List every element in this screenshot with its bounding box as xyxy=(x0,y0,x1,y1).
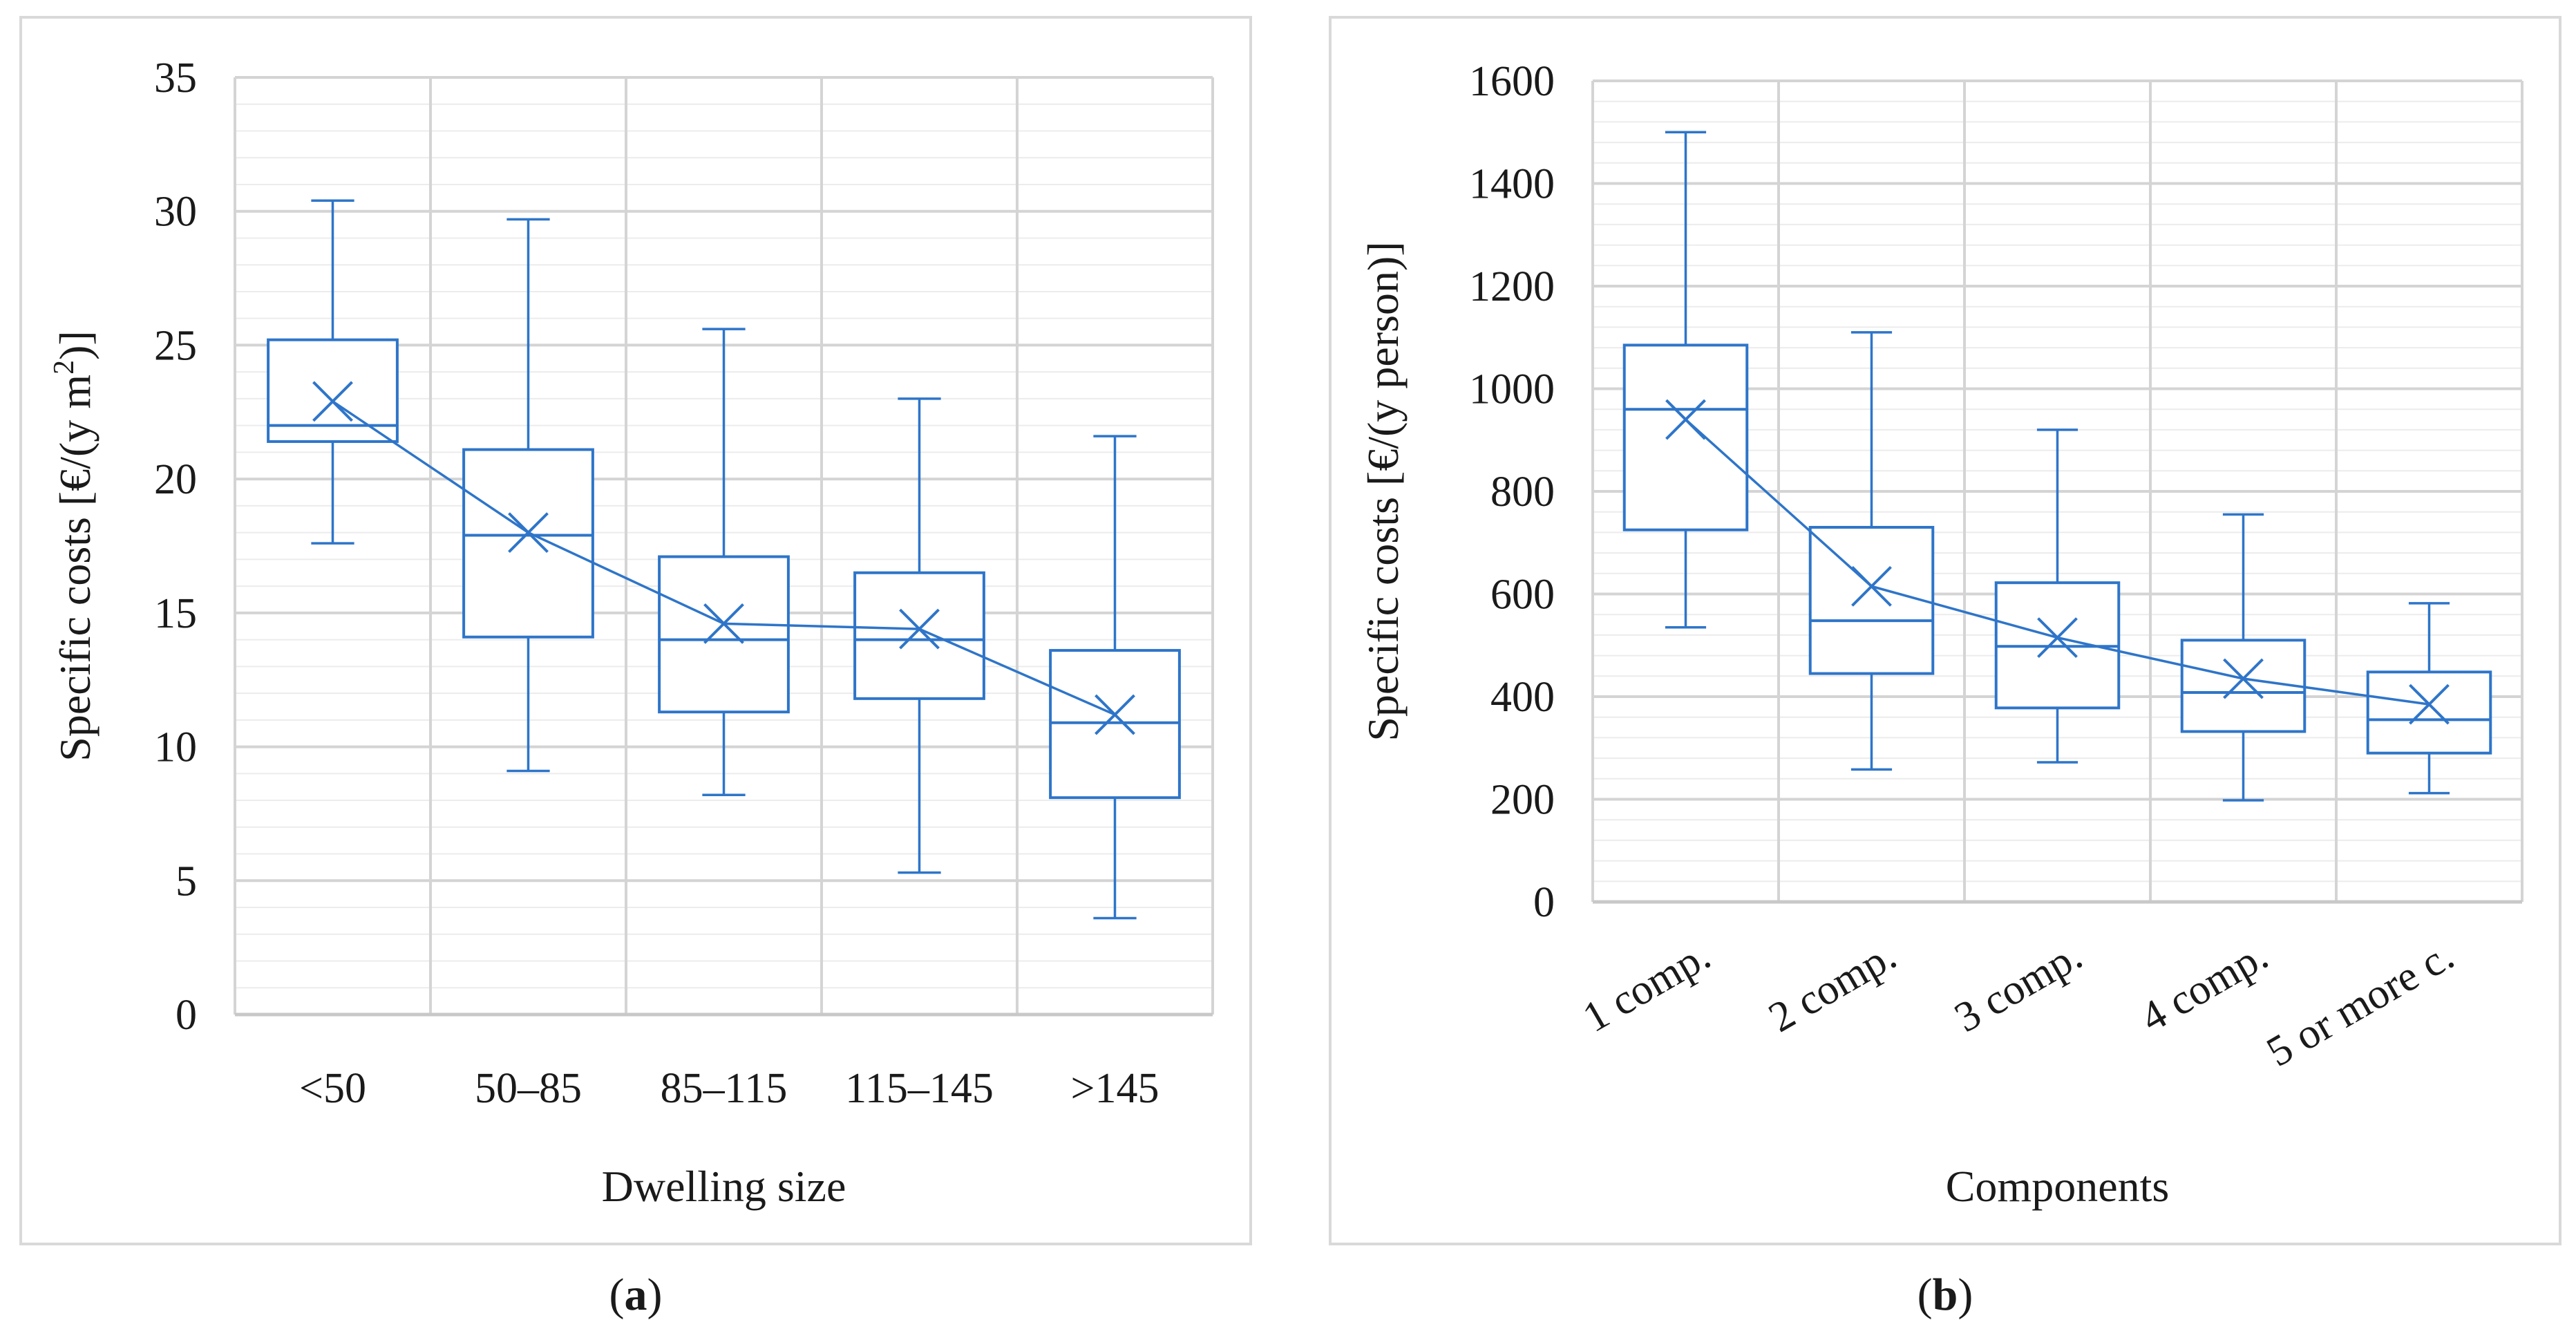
mean-marker-4 xyxy=(899,608,940,650)
y-tick-label: 200 xyxy=(1490,777,1555,824)
mean-marker-5 xyxy=(2409,684,2450,725)
mean-marker-stroke xyxy=(2223,658,2264,699)
chart-panel-a: 0 5 10 15 20 25 30 35 <50 50–85 85–115 115–145 >145 D… xyxy=(48,55,1214,1211)
x-axis-title: Components xyxy=(1946,1162,2170,1211)
iqr-box xyxy=(2366,670,2492,755)
mean-marker-stroke xyxy=(1665,399,1706,440)
mean-marker-stroke xyxy=(703,603,744,644)
box-plot-1 xyxy=(1622,131,1749,629)
mean-marker-2 xyxy=(508,512,549,554)
box-plot-3 xyxy=(658,328,790,797)
panel-b-letter: b xyxy=(1933,1270,1958,1320)
iqr-box xyxy=(462,448,594,639)
x-axis-title: Dwelling size xyxy=(602,1162,846,1211)
box-plot-3 xyxy=(1994,428,2121,764)
y-axis-title-main: Specific costs [€/(y person)] xyxy=(1358,241,1408,741)
y-axis-title: Specific costs [€/(y m2)] xyxy=(48,330,100,762)
box-plot-2 xyxy=(1808,331,1935,771)
iqr-box xyxy=(1622,343,1749,531)
mean-marker-1 xyxy=(1665,399,1706,440)
x-tick-label: 85–115 xyxy=(661,1065,788,1112)
y-tick-label: 5 xyxy=(176,858,197,905)
mean-marker-2 xyxy=(1851,565,1892,607)
y-tick-label: 0 xyxy=(176,992,197,1039)
box-plot-5 xyxy=(2366,602,2492,795)
box-plot-4 xyxy=(853,397,985,874)
y-tick-label: 1600 xyxy=(1469,58,1555,105)
y-tick-label: 1000 xyxy=(1469,366,1555,413)
panel-a-caption: (a) xyxy=(609,1270,663,1320)
iqr-box xyxy=(658,555,790,714)
y-tick-label: 25 xyxy=(154,322,197,369)
mean-marker-stroke xyxy=(1095,694,1135,735)
mean-marker-1 xyxy=(312,381,353,422)
iqr-box xyxy=(853,571,985,700)
y-axis-title-superscript: 2 xyxy=(48,360,80,375)
mean-marker-3 xyxy=(703,603,744,644)
x-tick-label: <50 xyxy=(299,1065,366,1112)
mean-marker-4 xyxy=(2223,658,2264,699)
x-tick-label: >145 xyxy=(1071,1065,1159,1112)
y-axis-title: Specific costs [€/(y person)] xyxy=(1358,241,1408,741)
mean-marker-stroke xyxy=(1851,565,1892,607)
x-tick-label: 50–85 xyxy=(475,1065,582,1112)
mean-marker-stroke xyxy=(2037,617,2078,659)
box-plot-5 xyxy=(1049,435,1181,920)
y-tick-label: 600 xyxy=(1490,572,1555,619)
panel-b-caption: (b) xyxy=(1917,1270,1973,1320)
y-tick-label: 30 xyxy=(154,189,197,236)
iqr-box xyxy=(2180,639,2307,733)
iqr-box xyxy=(1808,525,1935,675)
mean-marker-3 xyxy=(2037,617,2078,659)
panel-a-frame xyxy=(19,16,1252,1245)
box-plot-1 xyxy=(267,199,399,545)
y-tick-label: 15 xyxy=(154,590,197,637)
y-tick-label: 0 xyxy=(1533,879,1555,926)
y-tick-label: 1400 xyxy=(1469,161,1555,208)
mean-marker-stroke xyxy=(2409,684,2450,725)
panel-b-frame xyxy=(1329,16,2561,1245)
y-axis-title-main: Specific costs [€/(y m xyxy=(50,375,100,762)
y-tick-label: 35 xyxy=(154,55,197,102)
mean-marker-stroke xyxy=(312,381,353,422)
y-tick-label: 10 xyxy=(154,724,197,771)
y-tick-label: 20 xyxy=(154,456,197,503)
box-plot-4 xyxy=(2180,513,2307,802)
x-tick-label: 115–145 xyxy=(845,1065,994,1112)
y-tick-label: 1200 xyxy=(1469,263,1555,310)
mean-marker-stroke xyxy=(508,512,549,554)
box-plot-2 xyxy=(462,218,594,773)
y-tick-label: 400 xyxy=(1490,674,1555,721)
mean-marker-stroke xyxy=(899,608,940,650)
y-tick-label: 800 xyxy=(1490,469,1555,516)
mean-marker-5 xyxy=(1095,694,1135,735)
y-axis-title-end: )] xyxy=(50,330,100,360)
panel-a-letter: a xyxy=(625,1270,647,1320)
